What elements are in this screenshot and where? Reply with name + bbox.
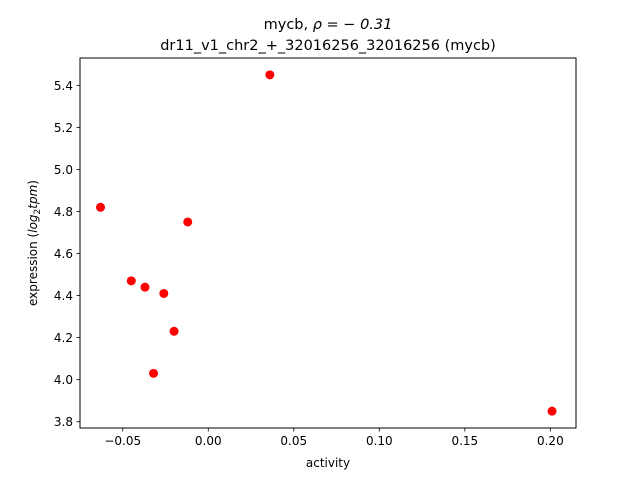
- data-point: [169, 326, 179, 336]
- y-axis-label-prefix: expression (: [26, 233, 40, 306]
- data-point: [149, 368, 159, 378]
- chart-title-line1: mycb, ρ = − 0.31: [264, 17, 393, 33]
- x-axis-ticks: −0.05 0.00 0.05 0.10 0.15 0.20: [104, 428, 564, 448]
- chart-title-line2: dr11_v1_chr2_+_32016256_32016256 (mycb): [160, 38, 496, 54]
- y-tick-label: 3.8: [54, 415, 73, 429]
- data-point: [126, 276, 136, 286]
- y-tick-label: 5.4: [54, 79, 73, 93]
- y-tick-label: 5.0: [54, 163, 73, 177]
- x-tick-label: 0.05: [280, 434, 307, 448]
- x-tick-label: 0.15: [451, 434, 478, 448]
- data-points: [96, 70, 557, 416]
- x-axis-label: activity: [306, 456, 350, 470]
- y-tick-label: 4.2: [54, 331, 73, 345]
- chart-title-gene: mycb,: [264, 17, 313, 33]
- data-point: [183, 217, 193, 227]
- x-tick-label: 0.00: [195, 434, 222, 448]
- y-axis-label-suffix: ): [26, 180, 40, 185]
- y-tick-label: 4.6: [54, 247, 73, 261]
- y-axis-ticks: 3.8 4.0 4.2 4.4 4.6 4.8 5.0 5.2 5.4: [54, 79, 80, 429]
- plot-area-frame: [79, 57, 577, 429]
- data-point: [547, 406, 557, 416]
- y-axis-label-subscript: 2: [33, 209, 43, 215]
- x-tick-label: 0.10: [366, 434, 393, 448]
- chart-title-rho: ρ = − 0.31: [313, 17, 393, 33]
- y-tick-label: 5.2: [54, 121, 73, 135]
- y-axis-label-log: log: [26, 214, 40, 233]
- data-point: [265, 70, 275, 80]
- y-tick-label: 4.8: [54, 205, 73, 219]
- data-point: [96, 202, 106, 212]
- data-point: [140, 282, 150, 292]
- x-tick-label: 0.20: [537, 434, 564, 448]
- y-axis-label-tpm: tpm: [26, 185, 40, 209]
- y-tick-label: 4.0: [54, 373, 73, 387]
- y-axis-label: expression (log2tpm): [26, 180, 43, 306]
- y-tick-label: 4.4: [54, 289, 73, 303]
- data-point: [159, 288, 169, 298]
- x-tick-label: −0.05: [104, 434, 141, 448]
